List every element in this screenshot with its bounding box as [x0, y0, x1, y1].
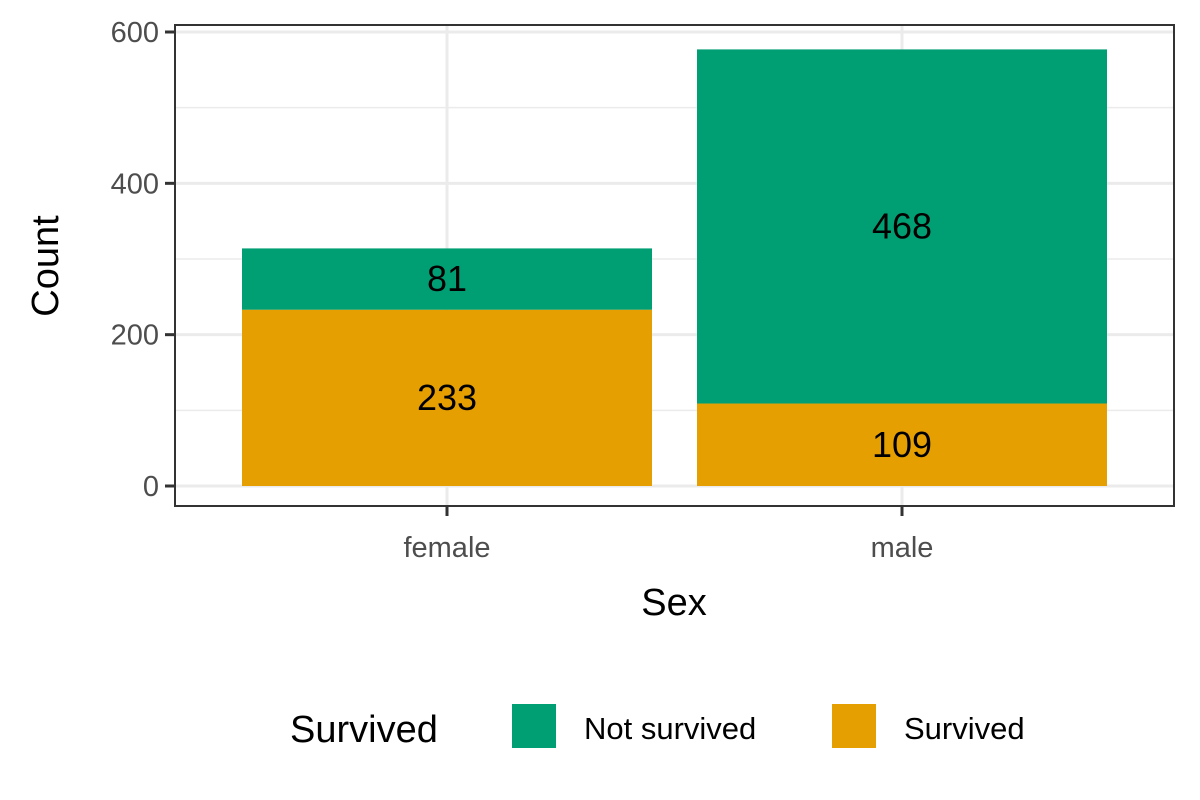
data-labels-layer: 233 81 109 468 [417, 205, 932, 464]
y-tick-label: 200 [111, 320, 159, 352]
x-tick-label: female [403, 532, 490, 564]
x-tick-label: male [871, 532, 934, 564]
bar-segment [242, 309, 652, 486]
y-tick-label: 0 [143, 471, 159, 503]
y-tick-label: 600 [111, 17, 159, 49]
legend-key [512, 704, 556, 748]
x-axis-title: Sex [641, 582, 706, 624]
legend: Survived Not survived Survived [290, 704, 1025, 751]
legend-entries: Not survived Survived [512, 704, 1025, 748]
bar-segment [697, 403, 1107, 486]
legend-key [832, 704, 876, 748]
data-label: 81 [427, 258, 467, 299]
plot-panel-border [174, 24, 1175, 507]
axis-layer: 0 200 400 600 female male [111, 17, 934, 564]
data-label: 109 [872, 424, 932, 465]
legend-label: Not survived [584, 711, 756, 746]
data-label: 233 [417, 377, 477, 418]
bar-segment [697, 49, 1107, 404]
y-axis-title: Count [25, 215, 67, 317]
data-label: 468 [872, 205, 932, 246]
legend-title: Survived [290, 709, 438, 751]
y-tick-label: 400 [111, 168, 159, 200]
legend-label: Survived [904, 711, 1025, 746]
bar-segment [242, 248, 652, 310]
bars-layer [242, 49, 1107, 486]
